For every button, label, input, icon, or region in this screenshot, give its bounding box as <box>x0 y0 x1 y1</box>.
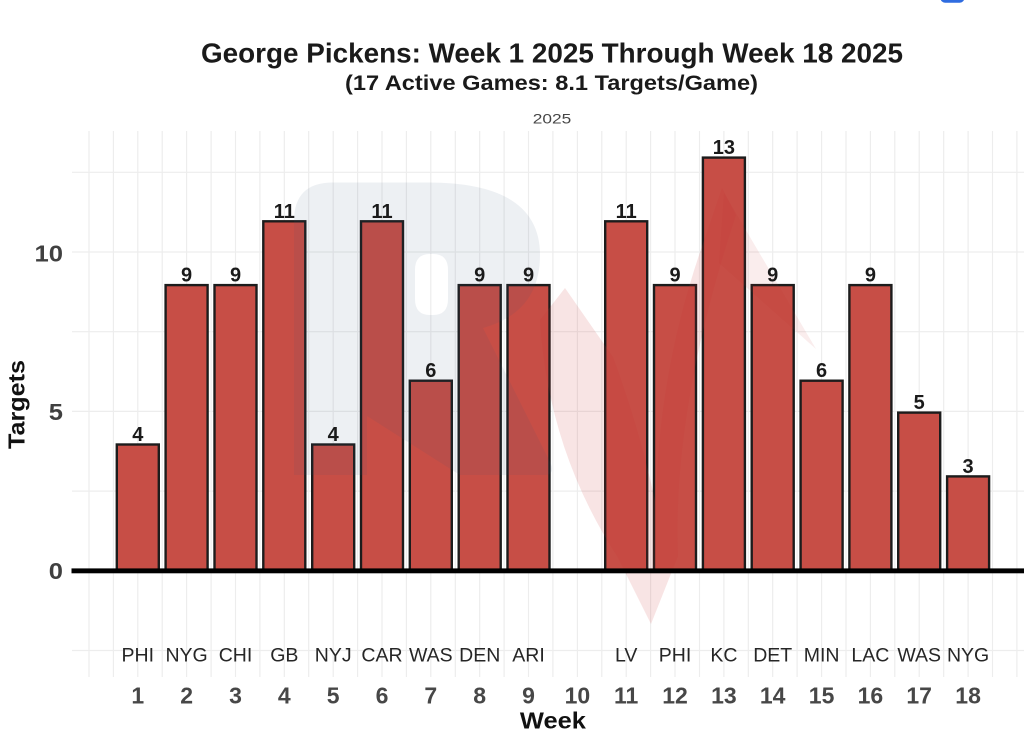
svg-text:18: 18 <box>955 683 981 709</box>
svg-text:9: 9 <box>767 265 778 287</box>
svg-text:PHI: PHI <box>659 644 692 666</box>
svg-text:9: 9 <box>523 265 534 287</box>
svg-text:6: 6 <box>425 360 436 382</box>
svg-text:11: 11 <box>274 201 295 223</box>
svg-text:9: 9 <box>522 683 535 709</box>
svg-text:9: 9 <box>669 265 680 287</box>
svg-text:CAR: CAR <box>361 644 402 666</box>
svg-text:1: 1 <box>131 683 144 709</box>
svg-text:NYJ: NYJ <box>315 644 352 666</box>
svg-text:MIN: MIN <box>804 644 840 666</box>
svg-text:LV: LV <box>615 644 637 666</box>
svg-text:NYG: NYG <box>947 644 989 666</box>
svg-text:4: 4 <box>132 424 144 446</box>
svg-text:6: 6 <box>376 683 389 709</box>
svg-text:13: 13 <box>711 683 737 709</box>
svg-text:2025: 2025 <box>533 111 572 127</box>
svg-text:(17 Active Games: 8.1 Targets/: (17 Active Games: 8.1 Targets/Game) <box>345 71 758 95</box>
svg-text:NYG: NYG <box>165 644 207 666</box>
svg-text:4: 4 <box>328 424 340 446</box>
svg-text:LAC: LAC <box>851 644 889 666</box>
svg-text:9: 9 <box>865 265 876 287</box>
svg-text:George Pickens: Week 1 2025 Th: George Pickens: Week 1 2025 Through Week… <box>201 38 903 69</box>
svg-text:DET: DET <box>753 644 792 666</box>
svg-text:Week: Week <box>520 708 587 734</box>
svg-text:9: 9 <box>181 265 192 287</box>
svg-text:WAS: WAS <box>897 644 941 666</box>
svg-text:8: 8 <box>473 683 486 709</box>
svg-text:10: 10 <box>35 240 64 266</box>
svg-text:17: 17 <box>906 683 932 709</box>
svg-text:7: 7 <box>424 683 437 709</box>
svg-text:CHI: CHI <box>219 644 253 666</box>
svg-text:ARI: ARI <box>512 644 545 666</box>
svg-text:0: 0 <box>49 558 63 584</box>
svg-text:2: 2 <box>180 683 193 709</box>
svg-text:PHI: PHI <box>122 644 155 666</box>
svg-text:5: 5 <box>49 399 63 425</box>
svg-text:GB: GB <box>270 644 298 666</box>
svg-text:DEN: DEN <box>459 644 500 666</box>
svg-text:14: 14 <box>760 683 786 709</box>
svg-text:10: 10 <box>565 683 591 709</box>
svg-text:13: 13 <box>713 137 735 159</box>
svg-text:9: 9 <box>474 265 485 287</box>
svg-text:5: 5 <box>914 392 925 414</box>
svg-text:4: 4 <box>278 683 291 709</box>
svg-text:3: 3 <box>963 456 974 478</box>
svg-text:11: 11 <box>616 201 637 223</box>
svg-text:9: 9 <box>230 265 241 287</box>
svg-text:11: 11 <box>371 201 392 223</box>
svg-text:Targets: Targets <box>3 360 29 449</box>
svg-text:3: 3 <box>229 683 242 709</box>
svg-text:16: 16 <box>858 683 884 709</box>
svg-text:5: 5 <box>327 683 340 709</box>
svg-text:15: 15 <box>809 683 835 709</box>
svg-text:WAS: WAS <box>409 644 453 666</box>
svg-text:6: 6 <box>816 360 827 382</box>
svg-text:KC: KC <box>710 644 737 666</box>
svg-text:12: 12 <box>662 683 688 709</box>
svg-text:11: 11 <box>614 683 639 709</box>
